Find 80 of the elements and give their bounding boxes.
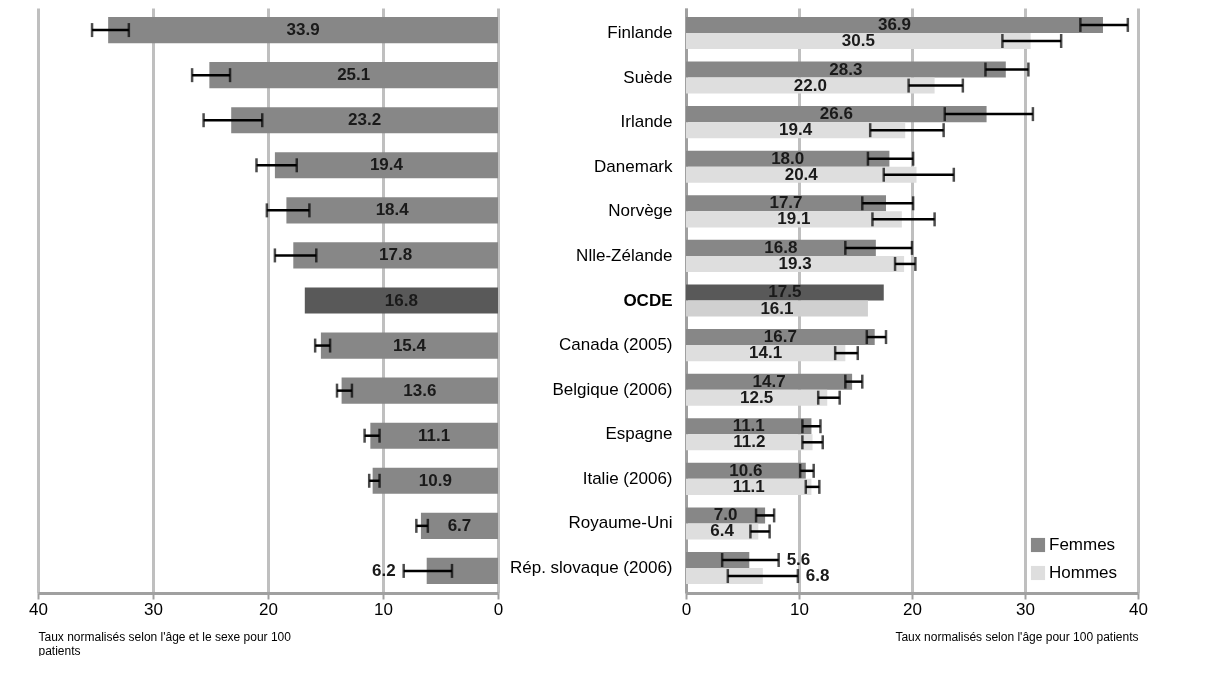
bar [108, 17, 498, 44]
data-label: 17.8 [379, 245, 413, 265]
data-label: 10.9 [418, 470, 452, 490]
y-tick-label: Espagne [605, 424, 673, 444]
y-tick-label: Italie (2006) [582, 468, 673, 488]
bar [286, 197, 498, 224]
data-label: 18.4 [375, 200, 410, 220]
data-label: 16.8 [384, 290, 418, 310]
bar [426, 557, 498, 584]
data-label: 6.2 [372, 560, 396, 580]
bar [686, 150, 890, 167]
data-label: 19.4 [779, 120, 813, 140]
bar [686, 106, 987, 123]
bar [686, 195, 887, 212]
bar [686, 462, 806, 479]
x-tick-label: 40 [29, 599, 48, 619]
bar [320, 332, 498, 359]
bar [231, 107, 498, 134]
bar [686, 551, 750, 569]
x-tick-label: 10 [790, 599, 809, 619]
bar [686, 239, 876, 256]
bar [686, 32, 1031, 50]
data-label: 26.6 [819, 104, 853, 124]
bar [686, 345, 846, 362]
bar [686, 16, 1103, 33]
bar [686, 61, 1006, 78]
x-tick-label: 30 [1016, 599, 1035, 619]
bar [686, 478, 812, 495]
x-tick-label: 0 [493, 599, 504, 619]
bar [686, 211, 902, 228]
bar [686, 122, 906, 139]
bar [686, 77, 935, 94]
bar [686, 329, 875, 346]
data-label: 11.1 [418, 425, 451, 445]
y-tick-label: Canada (2005) [559, 335, 673, 355]
bar [686, 284, 884, 301]
data-label: 36.9 [877, 14, 912, 34]
y-tick-label: Suède [623, 67, 673, 87]
x-tick-label: 20 [903, 599, 922, 619]
bar [209, 62, 498, 89]
data-label: 6.7 [447, 515, 472, 535]
data-label: 23.2 [348, 110, 382, 130]
bar [274, 152, 498, 179]
y-tick-label: Nlle-Zélande [576, 245, 673, 265]
bar [686, 418, 812, 435]
x-tick-label: 0 [681, 599, 692, 619]
legend-label: Hommes [1049, 563, 1118, 582]
bar [293, 242, 498, 269]
data-label: 25.1 [337, 65, 371, 85]
bar [370, 422, 498, 449]
y-tick-label: Norvège [608, 201, 673, 221]
y-tick-label: Danemark [594, 156, 673, 176]
y-tick-label: Rép. slovaque (2006) [509, 558, 673, 578]
y-tick-label: Finlande [607, 22, 673, 42]
data-label: 13.6 [403, 380, 437, 400]
data-label: 15.4 [392, 335, 427, 355]
x-tick-label: 40 [1129, 599, 1148, 619]
data-label: 33.9 [286, 20, 320, 40]
data-label: 30.5 [841, 31, 875, 50]
bar [686, 434, 813, 451]
y-tick-label: OCDE [623, 290, 673, 310]
x-axis-title: Taux normalisés selon l'âge pour 100 patients [895, 629, 1139, 644]
y-tick-label: Belgique (2006) [552, 379, 673, 399]
bar [304, 287, 498, 314]
x-tick-label: 30 [144, 599, 163, 619]
bar [686, 255, 905, 272]
bar [686, 389, 828, 406]
x-tick-label: 20 [259, 599, 278, 619]
bar [686, 166, 917, 183]
x-tick-label: 10 [374, 599, 393, 619]
data-label: 19.4 [369, 155, 404, 175]
data-label: 22.0 [793, 75, 827, 95]
y-tick-label: Irlande [620, 112, 673, 132]
bar [686, 300, 868, 317]
y-tick-label: Royaume-Uni [568, 513, 673, 533]
data-label: 28.3 [829, 59, 863, 79]
data-label: 6.8 [805, 566, 830, 586]
data-label: 5.6 [786, 550, 811, 569]
bar [686, 373, 853, 390]
legend-label: Femmes [1049, 535, 1116, 554]
